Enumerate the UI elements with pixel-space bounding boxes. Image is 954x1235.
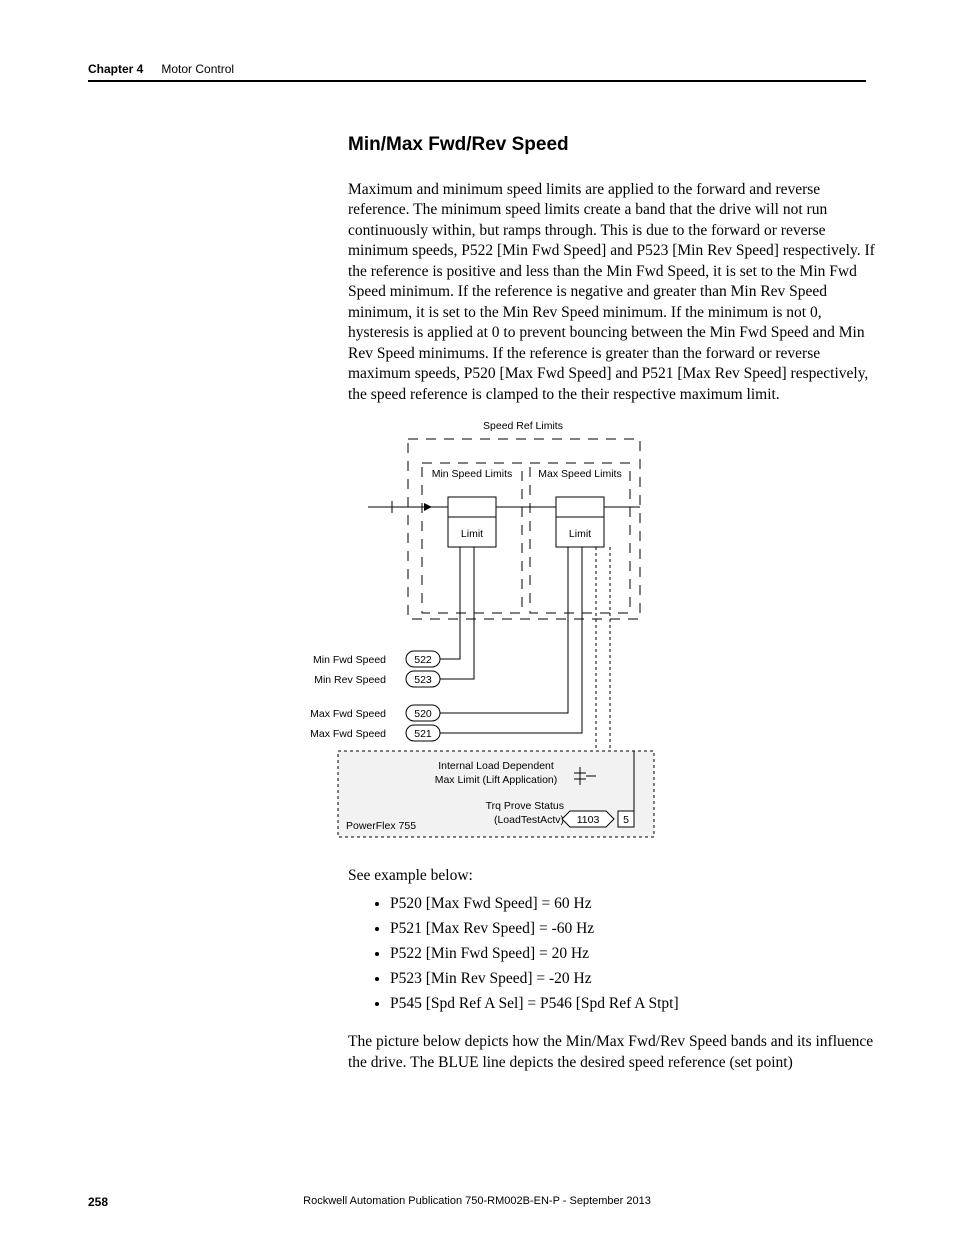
page-header: Chapter 4 Motor Control [88, 62, 866, 82]
svg-text:Trq Prove Status: Trq Prove Status [486, 800, 564, 812]
example-item: P520 [Max Fwd Speed] = 60 Hz [390, 892, 878, 917]
svg-text:Limit: Limit [461, 528, 483, 540]
svg-text:1103: 1103 [577, 814, 600, 826]
svg-text:Max Fwd Speed: Max Fwd Speed [310, 708, 386, 720]
example-item: P521 [Max Rev Speed] = -60 Hz [390, 917, 878, 942]
svg-text:Max Speed Limits: Max Speed Limits [538, 468, 621, 480]
svg-text:Speed Ref Limits: Speed Ref Limits [483, 420, 563, 432]
svg-text:PowerFlex 755: PowerFlex 755 [346, 820, 416, 832]
svg-text:5: 5 [623, 814, 629, 826]
example-list: P520 [Max Fwd Speed] = 60 Hz P521 [Max R… [390, 892, 878, 1016]
svg-text:521: 521 [414, 728, 432, 740]
example-item: P522 [Min Fwd Speed] = 20 Hz [390, 942, 878, 967]
svg-text:522: 522 [414, 654, 432, 666]
para-main: Maximum and minimum speed limits are app… [348, 180, 878, 405]
publication-info: Rockwell Automation Publication 750-RM00… [0, 1195, 954, 1207]
svg-text:Min Fwd Speed: Min Fwd Speed [313, 654, 386, 666]
svg-text:Max Limit (Lift Application): Max Limit (Lift Application) [435, 774, 558, 786]
svg-text:Min Speed Limits: Min Speed Limits [432, 468, 513, 480]
svg-text:Min Rev Speed: Min Rev Speed [314, 674, 386, 686]
para-below: The picture below depicts how the Min/Ma… [348, 1032, 878, 1073]
chapter-title: Motor Control [161, 62, 234, 76]
svg-text:(LoadTestActv): (LoadTestActv) [494, 814, 564, 826]
content-column: Min/Max Fwd/Rev Speed Maximum and minimu… [348, 134, 878, 1073]
section-heading: Min/Max Fwd/Rev Speed [348, 134, 878, 156]
example-item: P545 [Spd Ref A Sel] = P546 [Spd Ref A S… [390, 992, 878, 1017]
svg-text:523: 523 [414, 674, 432, 686]
chapter-label: Chapter 4 [88, 62, 143, 76]
speed-ref-limits-diagram: Speed Ref Limits Min Speed Limits Max Spee… [168, 415, 878, 850]
svg-text:Internal Load Dependent: Internal Load Dependent [438, 760, 554, 772]
example-item: P523 [Min Rev Speed] = -20 Hz [390, 967, 878, 992]
example-lead: See example below: [348, 866, 878, 886]
page: Chapter 4 Motor Control Min/Max Fwd/Rev … [0, 0, 954, 1235]
svg-text:520: 520 [414, 708, 432, 720]
svg-text:Limit: Limit [569, 528, 591, 540]
svg-text:Max Fwd Speed: Max Fwd Speed [310, 728, 386, 740]
